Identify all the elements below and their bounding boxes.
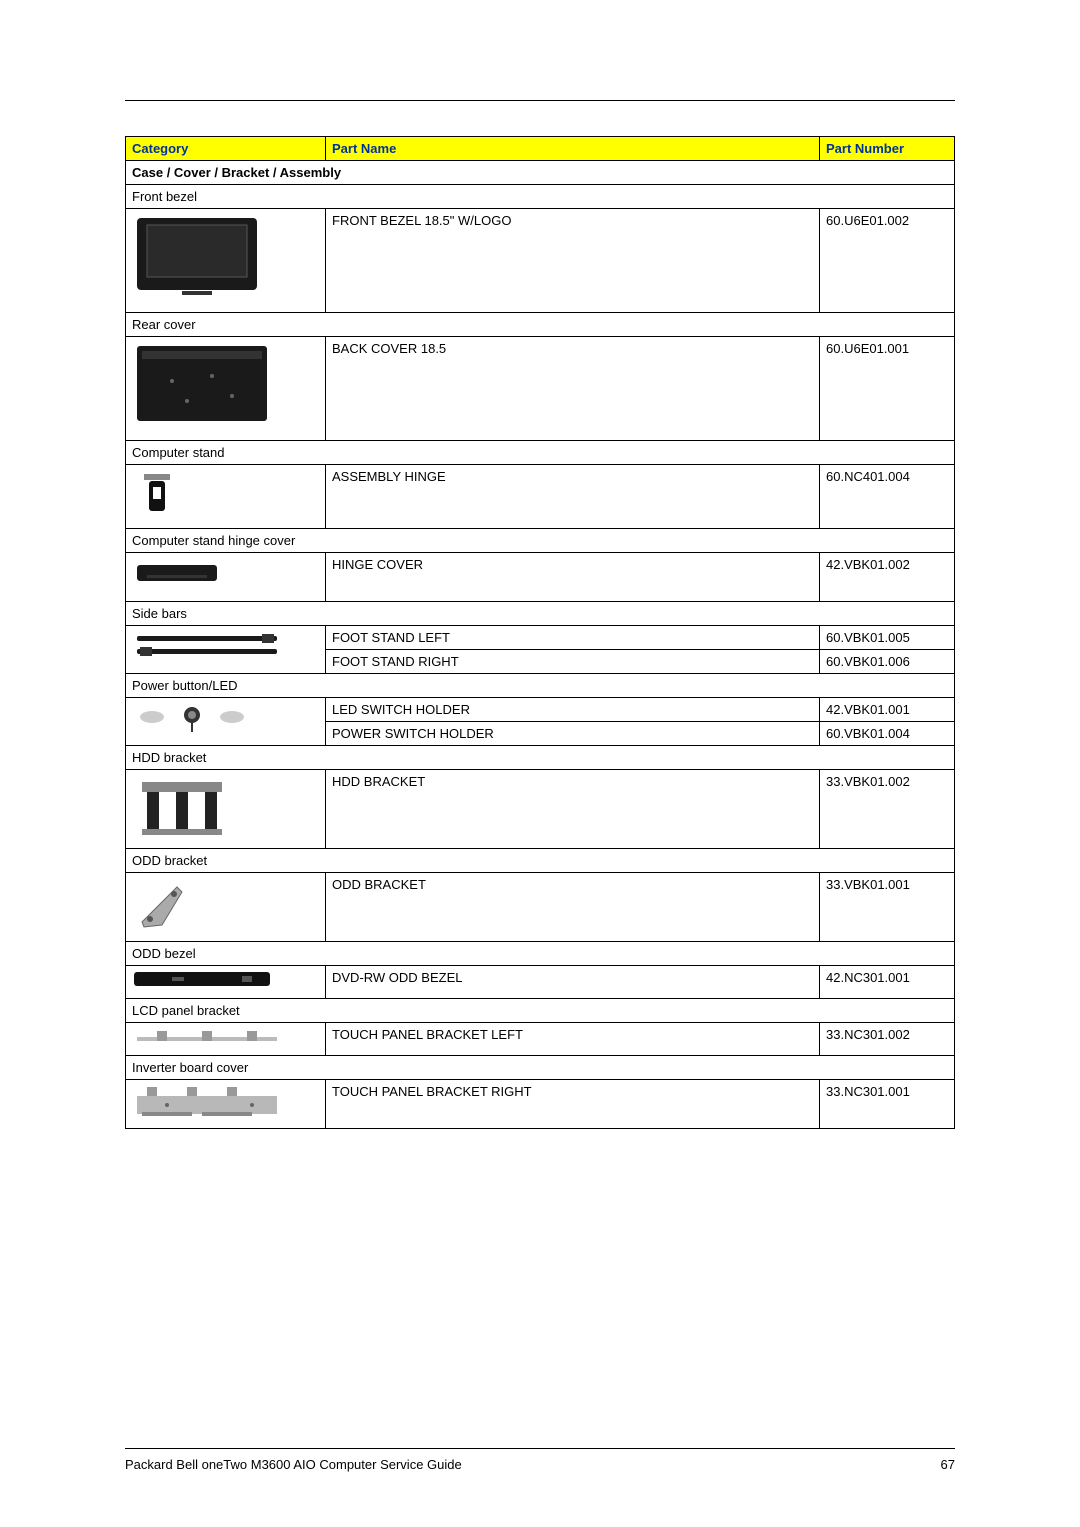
part-name: FRONT BEZEL 18.5" W/LOGO — [326, 209, 820, 313]
odd-bezel-icon — [132, 970, 272, 988]
table-header-row: Category Part Name Part Number — [126, 137, 955, 161]
top-rule — [125, 100, 955, 101]
table-row: LED SWITCH HOLDER42.VBK01.001 — [126, 698, 955, 722]
table-row: DVD-RW ODD BEZEL42.NC301.001 — [126, 966, 955, 999]
part-name: BACK COVER 18.5 — [326, 337, 820, 441]
part-number: 60.NC401.004 — [820, 465, 955, 529]
page-footer: Packard Bell oneTwo M3600 AIO Computer S… — [125, 1448, 955, 1472]
part-image-cell — [126, 966, 326, 999]
side-bars-icon — [132, 630, 282, 660]
part-number: 42.NC301.001 — [820, 966, 955, 999]
inverter-cover-icon — [132, 1084, 282, 1119]
header-part-number: Part Number — [820, 137, 955, 161]
group-label-row: Computer stand hinge cover — [126, 529, 955, 553]
table-row: TOUCH PANEL BRACKET LEFT33.NC301.002 — [126, 1023, 955, 1056]
part-name: ASSEMBLY HINGE — [326, 465, 820, 529]
group-label-row: HDD bracket — [126, 746, 955, 770]
group-label-row: Rear cover — [126, 313, 955, 337]
lcd-bracket-icon — [132, 1027, 282, 1045]
part-name: LED SWITCH HOLDER — [326, 698, 820, 722]
part-name: HINGE COVER — [326, 553, 820, 602]
group-label-row: ODD bracket — [126, 849, 955, 873]
group-label-row: LCD panel bracket — [126, 999, 955, 1023]
table-row: FOOT STAND LEFT60.VBK01.005 — [126, 626, 955, 650]
group-label-row: Power button/LED — [126, 674, 955, 698]
parts-table: Category Part Name Part Number Case / Co… — [125, 136, 955, 1129]
odd-bracket-icon — [132, 877, 187, 932]
part-name: TOUCH PANEL BRACKET LEFT — [326, 1023, 820, 1056]
power-btn-icon — [132, 702, 252, 732]
part-image-cell — [126, 698, 326, 746]
footer-title: Packard Bell oneTwo M3600 AIO Computer S… — [125, 1457, 462, 1472]
section-title: Case / Cover / Bracket / Assembly — [126, 161, 955, 185]
part-name: FOOT STAND RIGHT — [326, 650, 820, 674]
part-name: DVD-RW ODD BEZEL — [326, 966, 820, 999]
part-number: 60.U6E01.002 — [820, 209, 955, 313]
group-label: ODD bezel — [126, 942, 955, 966]
hdd-bracket-icon — [132, 774, 232, 839]
group-label: ODD bracket — [126, 849, 955, 873]
part-number: 42.VBK01.002 — [820, 553, 955, 602]
header-category: Category — [126, 137, 326, 161]
part-image-cell — [126, 553, 326, 602]
part-number: 42.VBK01.001 — [820, 698, 955, 722]
table-row: ASSEMBLY HINGE60.NC401.004 — [126, 465, 955, 529]
footer-page-number: 67 — [941, 1457, 955, 1472]
rear-cover-icon — [132, 341, 272, 426]
part-number: 33.VBK01.001 — [820, 873, 955, 942]
table-row: HDD BRACKET33.VBK01.002 — [126, 770, 955, 849]
part-image-cell — [126, 1080, 326, 1129]
part-number: 60.U6E01.001 — [820, 337, 955, 441]
section-row: Case / Cover / Bracket / Assembly — [126, 161, 955, 185]
group-label: Computer stand hinge cover — [126, 529, 955, 553]
group-label-row: Side bars — [126, 602, 955, 626]
page: Category Part Name Part Number Case / Co… — [0, 0, 1080, 1527]
part-name: ODD BRACKET — [326, 873, 820, 942]
table-row: TOUCH PANEL BRACKET RIGHT33.NC301.001 — [126, 1080, 955, 1129]
part-number: 60.VBK01.005 — [820, 626, 955, 650]
header-part-name: Part Name — [326, 137, 820, 161]
part-image-cell — [126, 873, 326, 942]
part-name: TOUCH PANEL BRACKET RIGHT — [326, 1080, 820, 1129]
group-label: Power button/LED — [126, 674, 955, 698]
group-label: Inverter board cover — [126, 1056, 955, 1080]
part-name: POWER SWITCH HOLDER — [326, 722, 820, 746]
part-image-cell — [126, 465, 326, 529]
group-label: HDD bracket — [126, 746, 955, 770]
hinge-cover-icon — [132, 557, 222, 587]
group-label-row: Inverter board cover — [126, 1056, 955, 1080]
table-row: BACK COVER 18.560.U6E01.001 — [126, 337, 955, 441]
part-number: 33.NC301.001 — [820, 1080, 955, 1129]
part-number: 60.VBK01.004 — [820, 722, 955, 746]
front-bezel-icon — [132, 213, 262, 298]
group-label: Rear cover — [126, 313, 955, 337]
table-row: ODD BRACKET33.VBK01.001 — [126, 873, 955, 942]
group-label: Side bars — [126, 602, 955, 626]
part-image-cell — [126, 1023, 326, 1056]
group-label-row: Computer stand — [126, 441, 955, 465]
part-name: FOOT STAND LEFT — [326, 626, 820, 650]
part-number: 60.VBK01.006 — [820, 650, 955, 674]
group-label-row: ODD bezel — [126, 942, 955, 966]
part-image-cell — [126, 770, 326, 849]
group-label: Computer stand — [126, 441, 955, 465]
part-number: 33.VBK01.002 — [820, 770, 955, 849]
table-row: FRONT BEZEL 18.5" W/LOGO60.U6E01.002 — [126, 209, 955, 313]
part-image-cell — [126, 337, 326, 441]
part-image-cell — [126, 209, 326, 313]
part-number: 33.NC301.002 — [820, 1023, 955, 1056]
stand-icon — [132, 469, 182, 519]
group-label: LCD panel bracket — [126, 999, 955, 1023]
part-name: HDD BRACKET — [326, 770, 820, 849]
part-image-cell — [126, 626, 326, 674]
table-row: HINGE COVER42.VBK01.002 — [126, 553, 955, 602]
group-label-row: Front bezel — [126, 185, 955, 209]
group-label: Front bezel — [126, 185, 955, 209]
